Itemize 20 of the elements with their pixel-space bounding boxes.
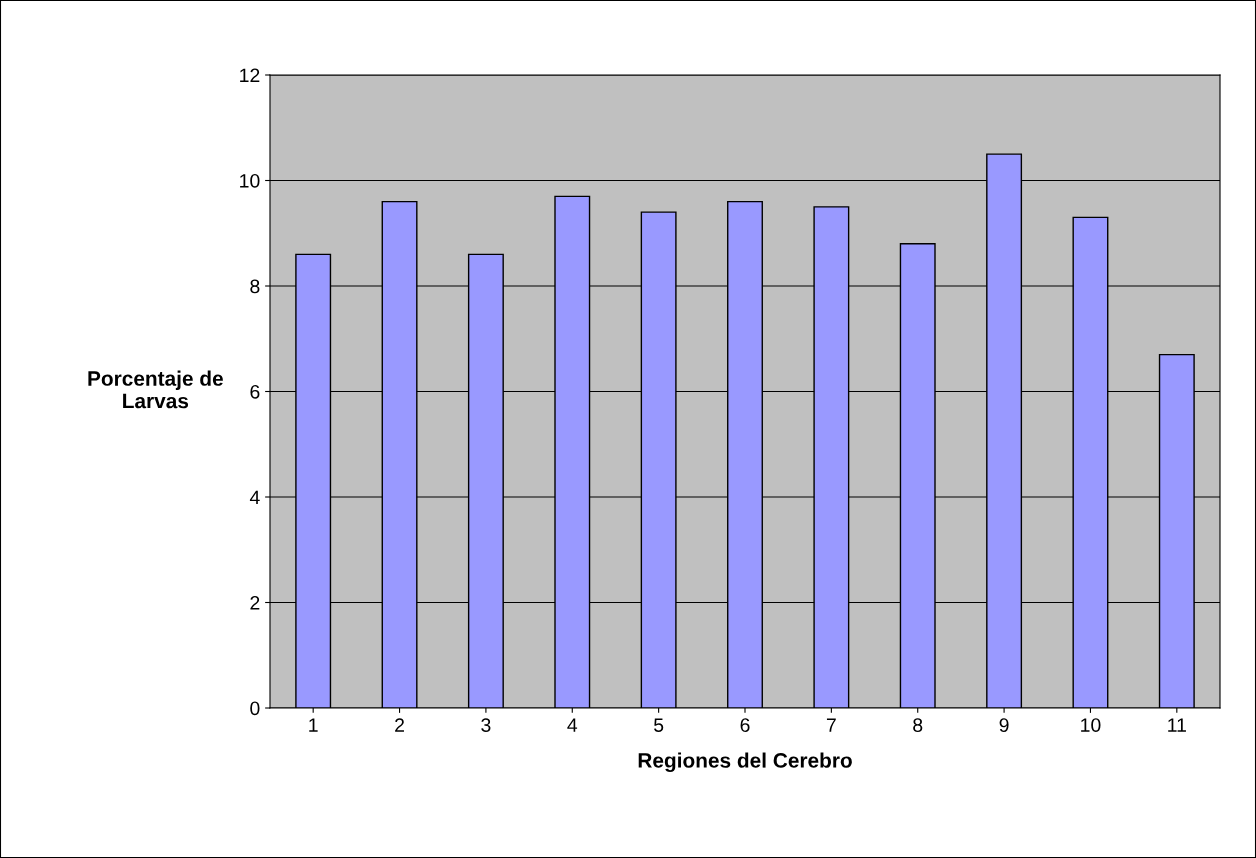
y-tick-label: 4 (249, 490, 260, 505)
x-tick-label: 3 (481, 718, 491, 732)
x-tick-label: 10 (1081, 718, 1101, 732)
x-tick-label: 11 (1168, 718, 1186, 732)
y-tick-label: 0 (250, 701, 260, 716)
x-tick-label: 8 (913, 718, 923, 732)
y-tick-label: 6 (250, 384, 260, 399)
x-tick-label: 1 (309, 718, 318, 732)
x-tick-label: 4 (567, 718, 578, 732)
x-tick-label: 6 (740, 718, 750, 732)
x-tick-label: 9 (999, 718, 1009, 732)
x-tick-label: 2 (395, 718, 404, 732)
y-tick-label: 10 (240, 173, 260, 188)
x-axis-title: Regiones del Cerebro (638, 752, 852, 773)
y-axis-title: Porcentaje de Larvas (88, 370, 223, 409)
x-tick-label: 7 (826, 718, 836, 732)
y-tick-label: 12 (240, 68, 260, 83)
x-tick-label: 5 (654, 718, 664, 732)
y-tick-label: 2 (250, 595, 260, 610)
y-tick-label: 8 (250, 279, 260, 294)
